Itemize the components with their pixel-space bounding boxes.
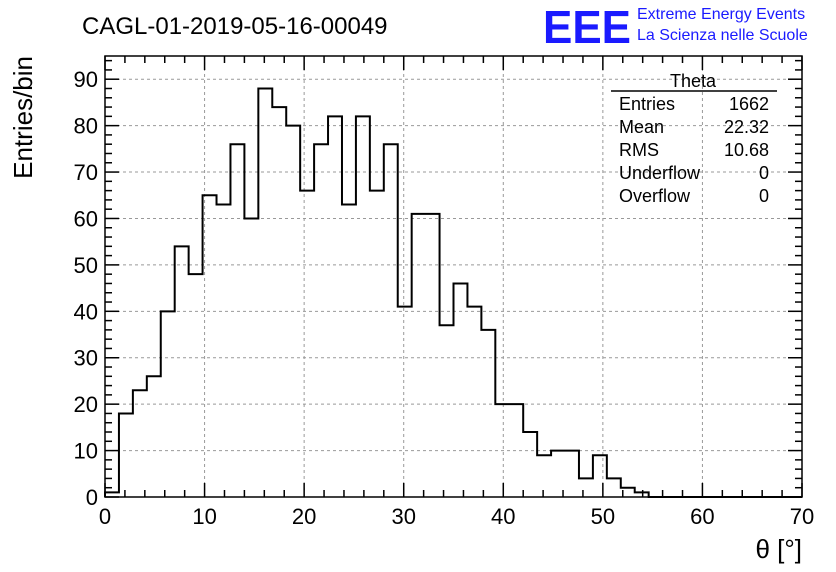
stats-row-label: Underflow [619, 163, 701, 183]
stats-row-value: 1662 [729, 94, 769, 114]
chart-title: CAGL-01-2019-05-16-00049 [82, 13, 388, 40]
y-tick-label: 0 [86, 485, 98, 510]
stats-box: Theta Entries 1662 Mean 22.32 RMS 10.68 Underf… [611, 71, 777, 206]
stats-row-label: Overflow [619, 186, 691, 206]
logo-line-1: Extreme Energy Events [637, 6, 805, 23]
logo-mark: EEE [543, 1, 631, 53]
logo-line-2: La Scienza nelle Scuole [637, 27, 808, 44]
y-tick-label: 60 [74, 206, 98, 231]
stats-row-label: RMS [619, 140, 659, 160]
stats-row-value: 0 [759, 163, 769, 183]
histogram-series-line [104, 87, 802, 498]
y-tick-labels: 0 10 20 30 40 50 60 70 80 90 [74, 67, 98, 510]
stats-rows: Entries 1662 Mean 22.32 RMS 10.68 Underflow 0 Ov… [619, 94, 769, 206]
y-axis-label: Entries/bin [8, 56, 38, 179]
y-tick-label: 80 [74, 114, 98, 139]
stats-row-value: 0 [759, 186, 769, 206]
y-tick-label: 70 [74, 160, 98, 185]
eee-logo: EEE Extreme Energy Events La Scienza nel… [543, 1, 808, 53]
stats-row-value: 10.68 [724, 140, 769, 160]
x-tick-label: 60 [690, 504, 714, 529]
axes [104, 55, 803, 498]
y-tick-label: 20 [74, 392, 98, 417]
x-tick-label: 30 [391, 504, 415, 529]
plot-frame [104, 55, 803, 498]
stats-row-label: Entries [619, 94, 675, 114]
stats-row-label: Mean [619, 117, 664, 137]
stats-title: Theta [670, 71, 717, 91]
x-tick-label: 50 [591, 504, 615, 529]
x-tick-labels: 0 10 20 30 40 50 60 70 [99, 504, 814, 529]
y-tick-label: 30 [74, 346, 98, 371]
x-tick-label: 0 [99, 504, 111, 529]
x-tick-label: 70 [790, 504, 814, 529]
y-tick-label: 40 [74, 299, 98, 324]
x-tick-label: 20 [292, 504, 316, 529]
x-tick-label: 40 [491, 504, 515, 529]
x-axis-label: θ [°] [755, 534, 802, 564]
stats-row-value: 22.32 [724, 117, 769, 137]
y-tick-label: 10 [74, 439, 98, 464]
y-tick-label: 50 [74, 253, 98, 278]
x-tick-label: 10 [192, 504, 216, 529]
grid [105, 56, 802, 497]
y-tick-label: 90 [74, 67, 98, 92]
